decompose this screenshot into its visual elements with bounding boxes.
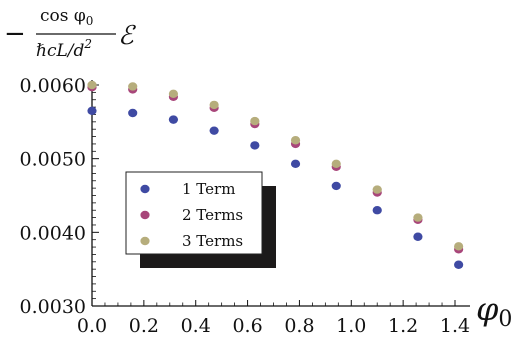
legend-marker — [140, 210, 150, 220]
y-title-minus: − — [4, 19, 26, 49]
point-series-3 — [372, 185, 382, 194]
point-series-3 — [209, 100, 219, 110]
x-tick-label: 0.6 — [232, 315, 262, 337]
y-tick-label: 0.0060 — [20, 75, 86, 97]
point-series-1 — [168, 115, 179, 124]
x-tick-label: 1.0 — [336, 315, 366, 337]
point-series-1 — [331, 181, 341, 191]
point-series-1 — [372, 206, 382, 215]
point-series-3 — [128, 82, 138, 91]
x-axis-title: φ0 — [476, 290, 512, 332]
legend: 1 Term 2 Terms 3 Terms — [125, 171, 276, 268]
point-series-1 — [250, 141, 260, 150]
x-tick-label: 0.4 — [181, 315, 211, 337]
legend-label: 1 Term — [182, 180, 235, 198]
point-series-3 — [454, 242, 464, 251]
point-series-3 — [331, 159, 341, 169]
point-series-1 — [290, 159, 301, 169]
y-axis-title: − cos φ0 ℏcL/d2 ℰ — [4, 6, 136, 61]
point-series-3 — [87, 80, 97, 90]
point-series-3 — [290, 136, 301, 145]
y-tick-label: 0.0030 — [20, 296, 86, 318]
ticks: 0.0 0.2 0.4 0.6 0.8 1.0 1.2 1.4 0.0030 0.0040 0.00… — [20, 75, 471, 337]
y-tick-label: 0.0050 — [20, 149, 86, 171]
x-tick-label: 0.2 — [129, 315, 159, 337]
x-tick-label: 1.4 — [440, 315, 470, 337]
point-series-3 — [250, 116, 260, 126]
y-tick-label: 0.0040 — [20, 222, 86, 244]
legend-label: 3 Terms — [182, 232, 243, 250]
y-title-symbol: ℰ — [118, 21, 136, 51]
legend-label: 2 Terms — [182, 206, 243, 224]
y-title-numerator: cos φ0 — [40, 6, 93, 28]
data-points — [87, 80, 464, 269]
point-series-1 — [413, 232, 423, 241]
point-series-1 — [87, 106, 97, 115]
legend-marker — [140, 236, 150, 246]
point-series-3 — [168, 89, 179, 99]
point-series-1 — [454, 260, 464, 269]
point-series-1 — [128, 108, 138, 118]
point-series-3 — [413, 213, 423, 222]
x-tick-label: 0.0 — [77, 315, 107, 337]
legend-marker — [140, 184, 150, 194]
y-title-denominator: ℏcL/d2 — [36, 37, 92, 61]
x-tick-label: 1.2 — [388, 315, 418, 337]
point-series-1 — [209, 126, 219, 135]
x-tick-label: 0.8 — [284, 315, 314, 337]
